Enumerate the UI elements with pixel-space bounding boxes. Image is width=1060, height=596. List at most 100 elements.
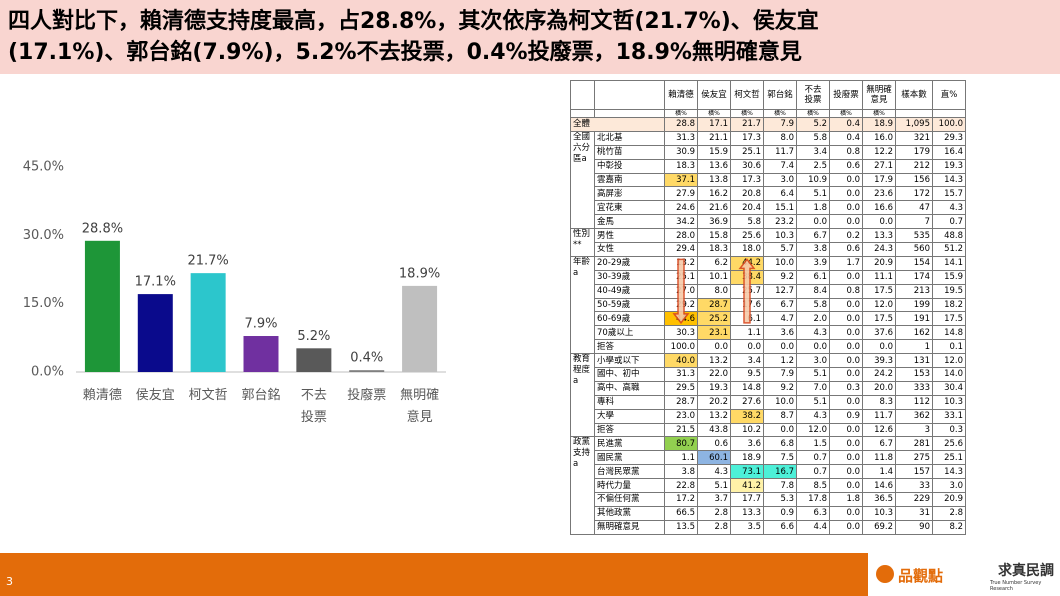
cell: 17.8 (796, 492, 830, 507)
row: 台灣民眾黨 3.8 4.3 73.1 16.7 0.7 0.0 1.4 157 14.3 (571, 464, 966, 480)
cell (570, 80, 595, 110)
cell: 24.6 (664, 200, 698, 216)
unit: 橫% (763, 109, 797, 118)
row: 國中、初中 31.3 22.0 9.5 7.9 5.1 0.0 24.2 153 14.0 (571, 367, 966, 382)
row: 桃竹苗 30.9 15.9 25.1 11.7 3.4 0.8 12.2 179 16.4 (571, 144, 966, 160)
cell: 20.9 (932, 492, 966, 507)
cell: 9.2 (763, 380, 797, 396)
row: 年齡a 20-29歲 13.2 6.2 44.2 10.0 3.9 1.7 20.9 154 14.… (570, 255, 966, 355)
cell: 3.0 (932, 478, 966, 494)
row-label: 國中、初中 (594, 367, 665, 382)
row: 無明確意見 13.5 2.8 3.5 6.6 4.4 0.0 69.2 90 8.2 (571, 519, 966, 535)
cell: 20.2 (697, 394, 731, 410)
cell: 10.2 (730, 422, 764, 438)
value-label: 7.9% (244, 317, 277, 332)
cell: 3.5 (730, 519, 764, 535)
cell: 275 (895, 450, 933, 466)
cell: 11.1 (862, 269, 896, 285)
cell: 213 (895, 283, 933, 299)
cell: 162 (895, 325, 933, 341)
cell: 10.3 (932, 394, 966, 410)
cell: 21.1 (697, 130, 731, 146)
cell: 90 (895, 519, 933, 535)
cell: 4.3 (932, 200, 966, 216)
cell: 17.6 (730, 297, 764, 313)
row-label: 北北基 (594, 130, 665, 146)
cell: 12.6 (862, 422, 896, 438)
cell: 2.0 (796, 311, 830, 327)
cell: 16.7 (763, 464, 797, 480)
cell: 0.3 (829, 380, 863, 396)
row-label: 民進黨 (594, 436, 665, 452)
cell: 47 (895, 200, 933, 216)
cell: 0.8 (829, 283, 863, 299)
cell: 27.1 (862, 158, 896, 174)
cell: 362 (895, 408, 933, 424)
column-header: 無明確 意見 (862, 80, 896, 110)
cell: 33.1 (932, 408, 966, 424)
row: 女性 29.4 18.3 18.0 5.7 3.8 0.6 24.3 560 51.2 (571, 242, 966, 257)
cell: 5.2 (796, 117, 830, 132)
cell: 12.0 (796, 422, 830, 438)
row-label: 宜花東 (594, 200, 665, 216)
cell: 15.9 (697, 144, 731, 160)
cell: 16.2 (697, 186, 731, 202)
row: 其他政黨 66.5 2.8 13.3 0.9 6.3 0.0 10.3 31 2.8 (571, 505, 966, 521)
cell: 199 (895, 297, 933, 313)
cell: 1.1 (664, 450, 698, 466)
cell: 19.3 (932, 158, 966, 174)
cell: 5.3 (763, 492, 797, 507)
cell: 14.6 (862, 478, 896, 494)
cell: 4.3 (796, 408, 830, 424)
bar (402, 285, 438, 372)
y-tick-label: 15.0% (23, 296, 64, 311)
cell: 212 (895, 158, 933, 174)
column-header: 郭台銘 (763, 80, 797, 110)
cell: 20.8 (730, 186, 764, 202)
row: 70歲以上 30.3 23.1 1.1 3.6 4.3 0.0 37.6 162 14.8 (571, 325, 966, 341)
cell: 7.9 (763, 367, 797, 382)
cell: 80.7 (664, 436, 698, 452)
x-tick-label: 侯友宜 (136, 387, 175, 403)
cell: 37.6 (862, 325, 896, 341)
cell: 0.0 (829, 200, 863, 216)
cell: 7.0 (796, 380, 830, 396)
cell: 27.9 (664, 186, 698, 202)
cell: 73.1 (730, 464, 764, 480)
cell: 6.3 (796, 505, 830, 521)
cell: 28.0 (664, 228, 698, 244)
row-label: 高中、高職 (594, 380, 665, 396)
cell: 17.5 (862, 283, 896, 299)
cell: 8.2 (932, 519, 966, 535)
cell: 13.5 (664, 519, 698, 535)
cell: 1.5 (796, 436, 830, 452)
cell: 0.0 (796, 214, 830, 230)
cell: 9.5 (730, 367, 764, 382)
column-header: 賴清德 (664, 80, 698, 110)
column-header: 直% (932, 80, 966, 110)
cell: 0.0 (829, 450, 863, 466)
row-label: 雲嘉南 (594, 172, 665, 188)
cell: 28.7 (664, 394, 698, 410)
cell: 1,095 (895, 117, 933, 132)
cell: 30.6 (730, 158, 764, 174)
cell: 25.6 (932, 436, 966, 452)
cell: 8.0 (697, 283, 731, 299)
cell: 6.2 (697, 255, 731, 271)
cell: 0.0 (829, 436, 863, 452)
row-label: 全體 (570, 117, 665, 132)
cell: 10.3 (763, 228, 797, 244)
cell: 0.6 (829, 158, 863, 174)
row: 拒答 100.0 0.0 0.0 0.0 0.0 0.0 0.0 1 0.1 (571, 339, 966, 355)
cell: 23.2 (763, 214, 797, 230)
unit: 橫% (697, 109, 731, 118)
group-label: 年齡a (570, 255, 595, 355)
title: 四人對比下，賴清德支持度最高，占28.8%，其次依序為柯文哲(21.7%)、侯友… (8, 9, 819, 65)
row: 金馬 34.2 36.9 5.8 23.2 0.0 0.0 0.0 7 0.7 (571, 214, 966, 230)
cell: 11.7 (763, 144, 797, 160)
cell: 0.0 (829, 478, 863, 494)
cell: 1.1 (730, 325, 764, 341)
cell: 5.8 (796, 130, 830, 146)
row: 政黨支持a 民進黨 80.7 0.6 3.6 6.8 1.5 0.0 6.7 281 25.6 (570, 436, 966, 535)
cell: 19.3 (697, 380, 731, 396)
